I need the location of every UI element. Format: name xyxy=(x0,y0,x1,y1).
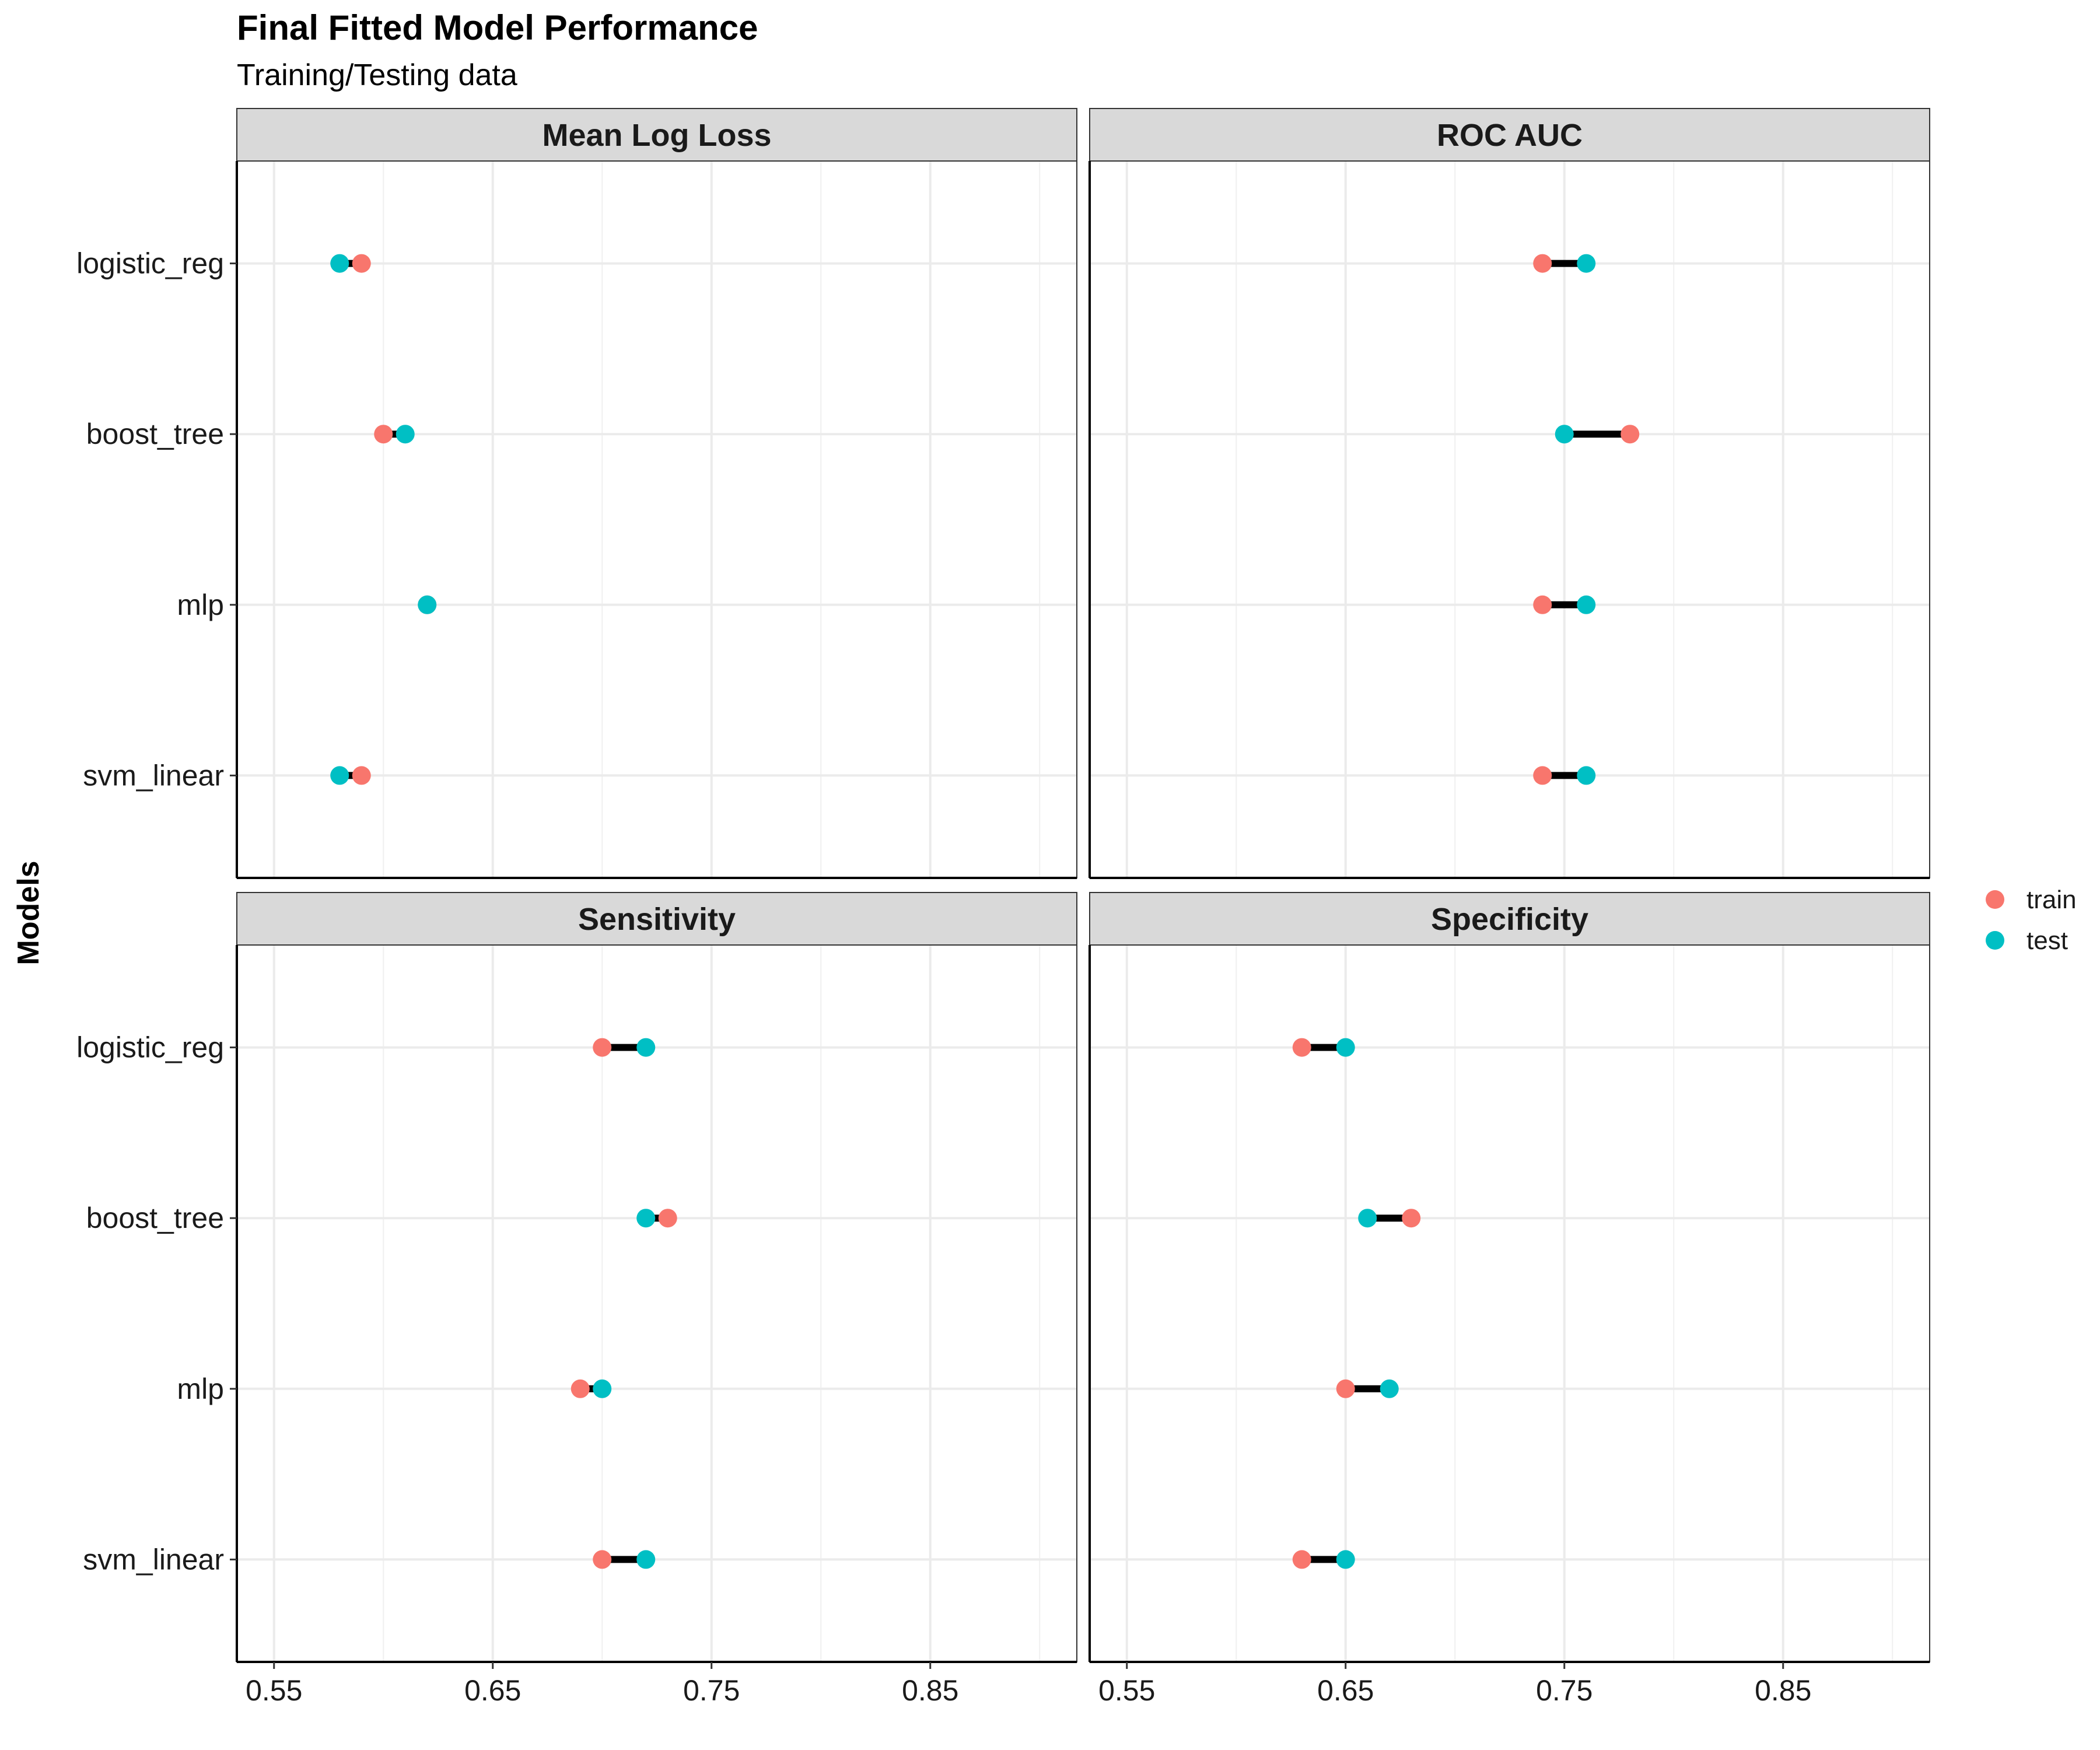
point-train xyxy=(1533,595,1552,614)
point-test xyxy=(636,1209,656,1228)
point-train xyxy=(1292,1038,1311,1057)
point-test xyxy=(1577,595,1596,614)
point-test xyxy=(1380,1379,1399,1398)
facet-strip-label: ROC AUC xyxy=(1437,118,1583,153)
y-tick-label: boost_tree xyxy=(86,418,224,450)
x-tick-label: 0.65 xyxy=(464,1674,521,1707)
point-train xyxy=(1336,1379,1355,1398)
chart-title: Final Fitted Model Performance xyxy=(237,8,758,47)
legend-label-test: test xyxy=(2027,926,2068,955)
panel-background xyxy=(237,945,1077,1662)
y-axis-title: Models xyxy=(12,860,46,965)
point-test xyxy=(636,1550,656,1569)
facet-strip xyxy=(236,108,1077,162)
point-test xyxy=(418,595,437,614)
point-test xyxy=(396,425,415,444)
chart-subtitle: Training/Testing data xyxy=(237,58,517,92)
point-train xyxy=(374,425,393,444)
legend-key-test xyxy=(1986,931,2004,950)
point-test xyxy=(330,254,349,273)
x-tick-label: 0.85 xyxy=(1755,1674,1811,1707)
facet-strip xyxy=(1089,108,1930,162)
panel-background xyxy=(1090,161,1930,878)
point-test xyxy=(1336,1550,1355,1569)
point-train xyxy=(352,254,371,273)
panel-2: ROC AUC xyxy=(1088,108,1930,879)
point-train xyxy=(352,766,371,785)
x-tick-label: 0.75 xyxy=(1536,1674,1592,1707)
y-tick-label: svm_linear xyxy=(83,1543,224,1576)
point-test xyxy=(593,1379,612,1398)
point-test xyxy=(1577,254,1596,273)
x-tick-label: 0.55 xyxy=(1098,1674,1155,1707)
y-tick-label: logistic_reg xyxy=(76,247,224,280)
point-train xyxy=(658,1209,677,1228)
point-train xyxy=(570,1379,590,1398)
facet-panels: Mean Log Losslogistic_regboost_treemlpsv… xyxy=(76,108,1930,1707)
y-tick-label: mlp xyxy=(177,1373,224,1405)
facet-strip-label: Mean Log Loss xyxy=(542,118,771,153)
point-train xyxy=(1292,1550,1311,1569)
legend: train test xyxy=(1986,886,2077,955)
point-train xyxy=(593,1550,612,1569)
facet-strip-label: Specificity xyxy=(1431,902,1588,937)
x-tick-label: 0.85 xyxy=(902,1674,958,1707)
point-test xyxy=(636,1038,656,1057)
point-train xyxy=(1533,766,1552,785)
facet-strip xyxy=(236,892,1077,946)
y-tick-label: mlp xyxy=(177,589,224,621)
panel-background xyxy=(1090,945,1930,1662)
facet-strip xyxy=(1089,892,1930,946)
point-test xyxy=(330,766,349,785)
point-test xyxy=(1577,766,1596,785)
x-tick-label: 0.75 xyxy=(683,1674,740,1707)
x-tick-label: 0.55 xyxy=(246,1674,302,1707)
y-tick-label: svm_linear xyxy=(83,759,224,792)
point-test xyxy=(1555,425,1574,444)
y-tick-label: logistic_reg xyxy=(76,1031,224,1064)
point-test xyxy=(1336,1038,1355,1057)
point-train xyxy=(1533,254,1552,273)
point-test xyxy=(1358,1209,1377,1228)
point-train xyxy=(1402,1209,1421,1228)
x-tick-label: 0.65 xyxy=(1317,1674,1374,1707)
panel-background xyxy=(237,161,1077,878)
point-train xyxy=(1620,425,1640,444)
legend-key-train xyxy=(1986,890,2004,909)
panel-4: Specificity 0.55 0.65 0.75 0.85 xyxy=(1088,892,1930,1707)
point-train xyxy=(593,1038,612,1057)
facet-strip-label: Sensitivity xyxy=(578,902,736,937)
legend-label-train: train xyxy=(2027,886,2077,914)
y-tick-label: boost_tree xyxy=(86,1202,224,1234)
